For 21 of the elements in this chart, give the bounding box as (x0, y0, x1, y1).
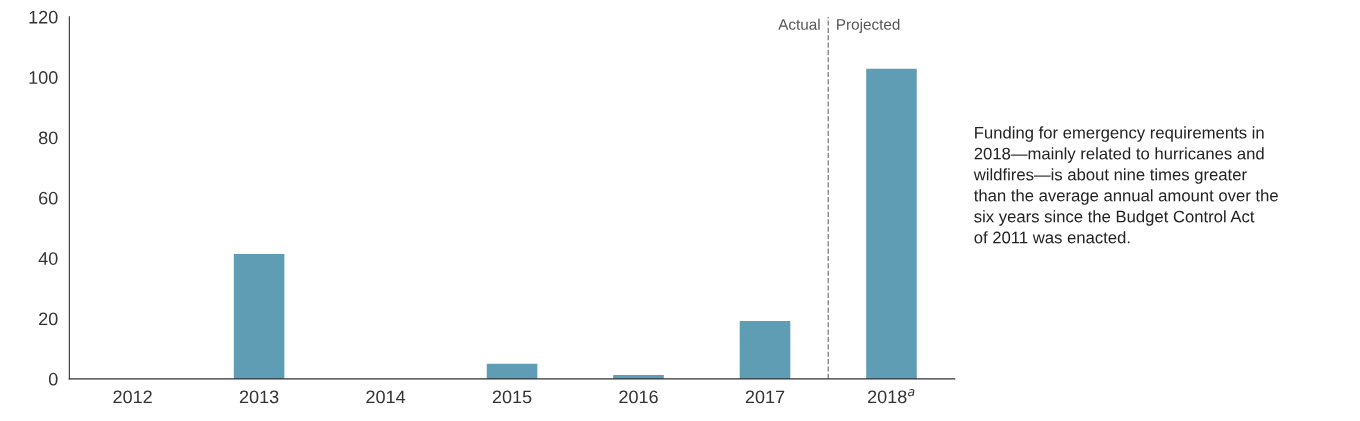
x-tick-label: 2017 (745, 390, 785, 404)
y-tick-label: 40 (38, 252, 58, 265)
x-tick-label: 2013 (239, 390, 279, 404)
bar (739, 320, 791, 379)
bar (233, 253, 285, 379)
bar (486, 363, 538, 379)
y-tick-label: 20 (39, 312, 58, 326)
x-tick-label: 2014 (366, 390, 406, 404)
text: Funding for emergency requirements in 2018—mainly related to hurricanes and wildfires—is about nine times greater than the average annual amount over the six years since the Budget Control Act of 2011 was enacted. (973, 126, 1278, 244)
y-tick-label: 60 (39, 191, 58, 205)
x-tick-label: 2015 (492, 390, 532, 404)
y-tick-label: 120 (29, 10, 58, 24)
x-tick-label: 2018$^{a}$ (868, 389, 915, 404)
x-tick-label: 2012 (113, 390, 152, 404)
bar (866, 68, 917, 379)
y-tick-label: 100 (29, 71, 58, 84)
annotation: Actual (778, 18, 820, 30)
annotation: Projected (837, 18, 900, 33)
x-tick-label: 2016 (619, 390, 658, 404)
y-tick-label: 0 (48, 372, 58, 386)
y-tick-label: 80 (38, 131, 58, 145)
